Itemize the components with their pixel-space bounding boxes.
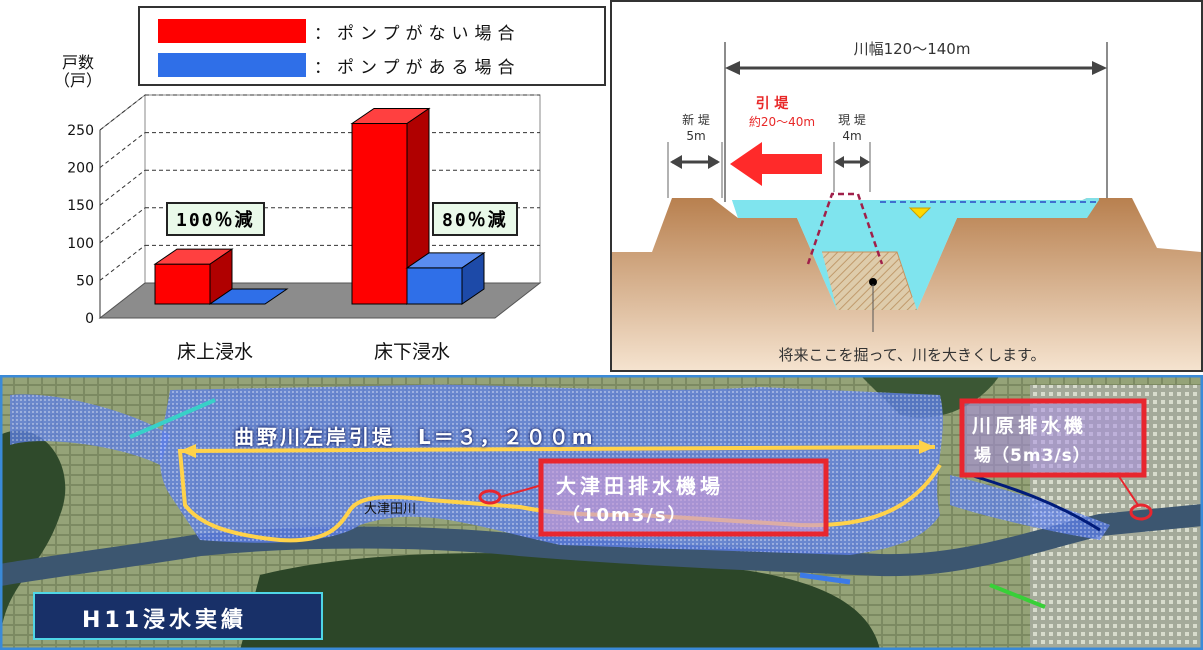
levee-arrow-left-icon xyxy=(180,444,196,458)
bar-front xyxy=(406,267,463,305)
gridline xyxy=(99,245,146,281)
y-tick-label: 200 xyxy=(67,161,94,177)
retreat-title: 引 堤 xyxy=(756,96,790,112)
y-tick-label: 0 xyxy=(85,311,94,327)
bar-chart-panel: ：ポンプがない場合 ：ポンプがある場合 戸数 （戸） 0 50 100 150 200 2… xyxy=(0,0,608,368)
station1-name: 大津田排水機場 xyxy=(556,474,724,498)
retreat-arrow-icon xyxy=(730,142,822,186)
bar-side xyxy=(461,251,485,305)
river-width-label: 川幅120～140m xyxy=(854,40,971,58)
x-category-label: 床上浸水 xyxy=(177,341,253,363)
legend-label-with-pump: ：ポンプがある場合 xyxy=(314,57,521,78)
old-levee-width: 4m xyxy=(842,129,861,143)
station1-box xyxy=(538,458,829,537)
gridline xyxy=(99,132,146,168)
y-tick-label: 250 xyxy=(67,123,94,139)
forest-bottom xyxy=(240,553,880,650)
levee-label: 曲野川左岸引堤 L＝３，２００m xyxy=(234,425,596,449)
levee-line xyxy=(177,445,942,543)
legend-swatch-blue xyxy=(158,53,306,77)
bar-front xyxy=(154,263,211,305)
legend-item-with-pump: ：ポンプがある場合 xyxy=(158,52,521,78)
legend-swatch-red xyxy=(158,19,306,43)
tributary-stream xyxy=(969,473,1101,532)
x-category-label: 床下浸水 xyxy=(374,341,450,363)
new-levee-title: 新 堤 xyxy=(682,112,710,127)
station2-box xyxy=(959,398,1147,478)
y-axis-label: 戸数 （戸） xyxy=(54,53,103,90)
excavation-marker-dot xyxy=(869,278,877,286)
y-tick-label: 100 xyxy=(67,236,94,252)
aerial-map-panel: 曲野川左岸引堤 L＝３，２００m 大津田排水機場 （10m3/s） 川原排水機 … xyxy=(0,375,1203,650)
water-level-marker xyxy=(908,207,932,219)
river-cross-section-panel: 川幅120～140m 新 堤 5m xyxy=(610,0,1203,372)
station2-name: 川原排水機 xyxy=(972,415,1088,437)
gridline xyxy=(99,94,146,131)
y-tick-label: 50 xyxy=(76,273,94,289)
earth-body xyxy=(612,198,1201,370)
bar-front xyxy=(351,123,408,305)
levee-arrow-right-icon xyxy=(919,440,935,454)
old-levee-dimension xyxy=(834,156,870,168)
forest-left xyxy=(0,430,66,650)
annotation-floor-below: 80％減 xyxy=(432,202,518,236)
new-levee-dimension xyxy=(670,155,720,169)
y-tick-label: 150 xyxy=(67,198,94,214)
chart-legend: ：ポンプがない場合 ：ポンプがある場合 xyxy=(138,6,606,86)
river-channel xyxy=(0,504,1203,586)
direction-arrow-icon xyxy=(129,398,216,439)
excavation-note: 将来ここを掘って、川を大きくします。 xyxy=(778,346,1045,364)
bar-chart-plot: 0 50 100 150 200 250 床上浸水 床下浸水 xyxy=(67,93,542,363)
river-label: 大津田川 xyxy=(364,502,417,517)
river-width-dimension xyxy=(724,42,1108,202)
annotation-floor-above: 100％減 xyxy=(166,202,265,236)
gridline xyxy=(99,207,146,244)
old-levee-title: 現 堤 xyxy=(838,113,866,127)
plot-side-wall xyxy=(99,93,146,320)
retreat-range: 約20～40m xyxy=(749,114,815,129)
gridline xyxy=(99,169,146,206)
legend-label-no-pump: ：ポンプがない場合 xyxy=(314,23,521,44)
flood-legend-label: H11浸水実績 xyxy=(82,608,248,633)
station2-flow: 場（5m3/s） xyxy=(974,446,1091,466)
station2-marker xyxy=(1129,503,1153,521)
aerial-photo xyxy=(0,375,1203,650)
flood-legend-box xyxy=(33,592,323,640)
new-levee-width: 5m xyxy=(686,129,705,143)
station1-flow: （10m3/s） xyxy=(562,505,688,526)
cross-section-diagram: 川幅120～140m 新 堤 5m xyxy=(612,40,1201,370)
bar-flat xyxy=(208,288,289,305)
legend-item-no-pump: ：ポンプがない場合 xyxy=(158,18,521,44)
